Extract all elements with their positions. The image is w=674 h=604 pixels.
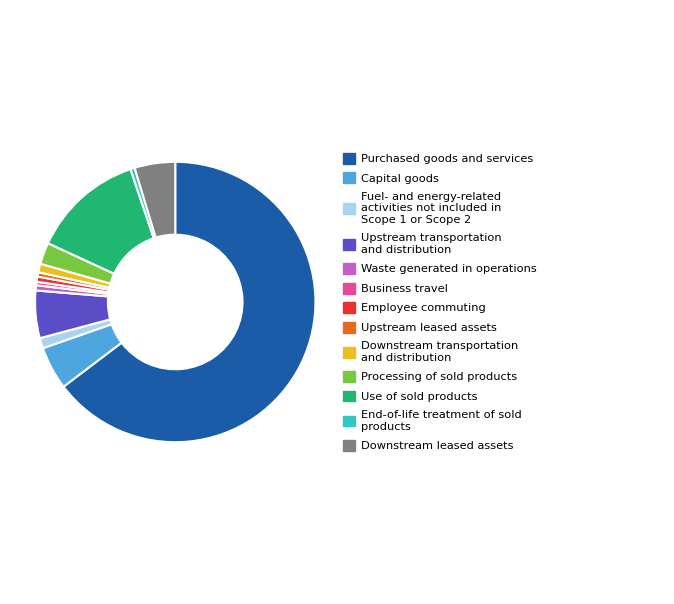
Wedge shape xyxy=(36,285,109,297)
Wedge shape xyxy=(38,264,111,288)
Wedge shape xyxy=(36,277,109,292)
Wedge shape xyxy=(48,169,154,274)
Wedge shape xyxy=(135,162,175,237)
Wedge shape xyxy=(63,162,315,442)
Wedge shape xyxy=(37,272,109,290)
Wedge shape xyxy=(35,291,111,338)
Wedge shape xyxy=(36,281,109,294)
Wedge shape xyxy=(43,324,121,387)
Wedge shape xyxy=(40,243,114,284)
Wedge shape xyxy=(40,320,112,349)
Legend: Purchased goods and services, Capital goods, Fuel- and energy-related
activities: Purchased goods and services, Capital go… xyxy=(342,153,537,451)
Wedge shape xyxy=(131,168,156,238)
